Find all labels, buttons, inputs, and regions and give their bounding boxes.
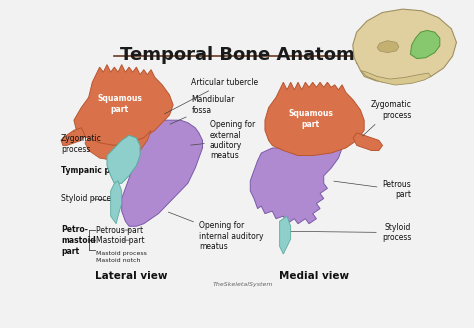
Text: Styloid
process: Styloid process — [290, 223, 411, 242]
Polygon shape — [107, 135, 140, 183]
Text: Opening for
internal auditory
meatus: Opening for internal auditory meatus — [168, 212, 264, 251]
Polygon shape — [360, 71, 431, 85]
Polygon shape — [250, 148, 342, 224]
Text: Mastoid part: Mastoid part — [96, 236, 145, 245]
Text: Petrous part: Petrous part — [96, 226, 143, 235]
Text: Mastoid notch: Mastoid notch — [96, 258, 140, 263]
Text: Squamous
part: Squamous part — [289, 109, 333, 129]
Text: Mandibular
fossa: Mandibular fossa — [170, 95, 235, 124]
Polygon shape — [85, 130, 151, 161]
Polygon shape — [122, 120, 202, 226]
Polygon shape — [353, 9, 456, 83]
Polygon shape — [410, 31, 440, 59]
Polygon shape — [280, 216, 291, 254]
Polygon shape — [74, 65, 173, 145]
Text: Opening for
external
auditory
meatus: Opening for external auditory meatus — [191, 120, 255, 160]
Text: Tympanic part: Tympanic part — [61, 162, 123, 175]
Polygon shape — [265, 82, 364, 155]
Text: Petrous
part: Petrous part — [334, 180, 411, 199]
Text: Zygomatic
process: Zygomatic process — [61, 132, 102, 154]
Polygon shape — [110, 181, 122, 224]
Polygon shape — [377, 41, 399, 52]
Text: Lateral view: Lateral view — [95, 271, 167, 280]
Text: Articular tubercle: Articular tubercle — [164, 78, 259, 114]
Text: Zygomatic
process: Zygomatic process — [363, 100, 411, 136]
Text: TheSkeletalSystem: TheSkeletalSystem — [213, 282, 273, 287]
Text: Squamous
part: Squamous part — [98, 94, 142, 114]
Polygon shape — [61, 128, 85, 145]
Polygon shape — [353, 133, 383, 151]
Text: Styloid process: Styloid process — [61, 194, 119, 203]
Text: Medial view: Medial view — [280, 271, 350, 280]
Text: Petro-
mastoid
part: Petro- mastoid part — [61, 225, 96, 256]
Text: Mastoid process: Mastoid process — [96, 251, 147, 256]
Text: Temporal Bone Anatomy: Temporal Bone Anatomy — [119, 46, 366, 64]
